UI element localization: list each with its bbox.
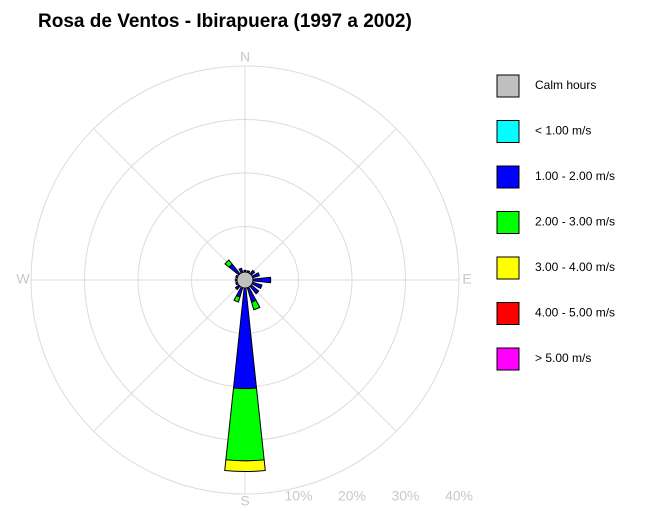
legend-label: 2.00 - 3.00 m/s [535, 215, 615, 229]
legend-label: 1.00 - 2.00 m/s [535, 169, 615, 183]
direction-label: N [240, 49, 250, 65]
legend-swatch [496, 302, 520, 325]
calm-circle [236, 271, 254, 289]
r-tick-label: 40% [445, 488, 473, 504]
wind-segment [250, 299, 261, 311]
direction-label: S [240, 493, 249, 509]
wind-segment [224, 459, 266, 473]
direction-label: E [462, 271, 471, 287]
legend-label: Calm hours [535, 78, 596, 92]
legend-swatch [496, 211, 520, 234]
legend-swatch [496, 256, 520, 280]
legend-label: < 1.00 m/s [535, 124, 591, 138]
r-tick-label: 10% [284, 488, 312, 504]
legend-label: 3.00 - 4.00 m/s [535, 260, 615, 274]
r-tick-label: 30% [391, 488, 419, 504]
wind-segment [233, 294, 241, 303]
wind-segment [224, 259, 233, 268]
grid-circle [30, 65, 460, 495]
legend-swatch [496, 74, 520, 98]
legend-swatch [496, 347, 520, 371]
direction-label: W [16, 271, 30, 287]
chart-title: Rosa de Ventos - Ibirapuera (1997 a 2002… [38, 11, 412, 32]
r-tick-label: 20% [338, 488, 366, 504]
wind-segment [225, 387, 265, 462]
legend-label: 4.00 - 5.00 m/s [535, 306, 615, 320]
legend-label: > 5.00 m/s [535, 351, 591, 365]
legend-swatch [496, 165, 520, 189]
legend-swatch [496, 120, 520, 143]
